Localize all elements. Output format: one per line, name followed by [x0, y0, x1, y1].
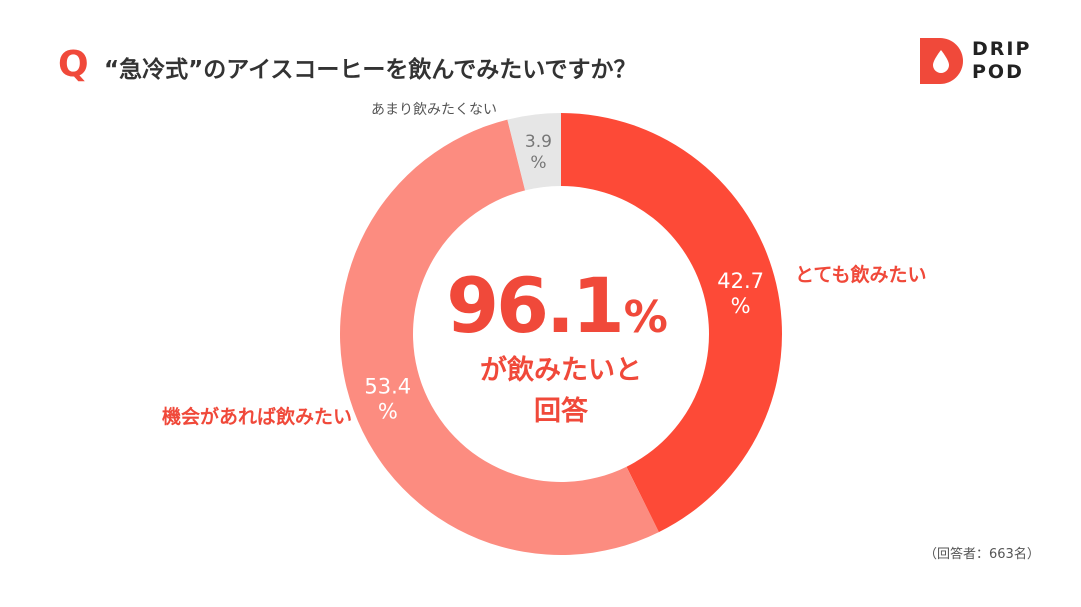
slice-value-number: 53.4	[364, 375, 411, 399]
slice-value-unit: %	[530, 153, 546, 173]
slice-category-label: とても飲みたい	[795, 263, 926, 286]
survey-question: “急冷式”のアイスコーヒーを飲んでみたいですか？	[104, 57, 637, 83]
brand-logo: DRIP POD	[920, 38, 1040, 90]
slice-category-label: あまり飲みたくない	[371, 102, 497, 118]
center-percent: 96.1%	[446, 261, 668, 350]
question-mark-q: Q	[58, 44, 89, 85]
brand-name-line2: POD	[972, 61, 1024, 83]
brand-name-line1: DRIP	[972, 38, 1032, 60]
slice-category-label: 機会があれば飲みたい	[162, 405, 352, 428]
slice-value-unit: %	[378, 400, 398, 424]
slice-value-unit: %	[731, 294, 751, 318]
drop-logo-icon	[920, 38, 963, 84]
brand-name: DRIP POD	[972, 38, 1031, 84]
center-caption-line1: が飲みたいと	[480, 354, 642, 386]
respondent-count: （回答者：663名）	[924, 547, 1040, 562]
donut-slice	[561, 113, 783, 533]
slice-value-number: 42.7	[717, 269, 764, 293]
slice-value-number: 3.9	[525, 132, 552, 152]
center-caption-line2: 回答	[534, 395, 589, 427]
donut-slice	[507, 113, 561, 191]
donut-slice	[339, 119, 659, 555]
